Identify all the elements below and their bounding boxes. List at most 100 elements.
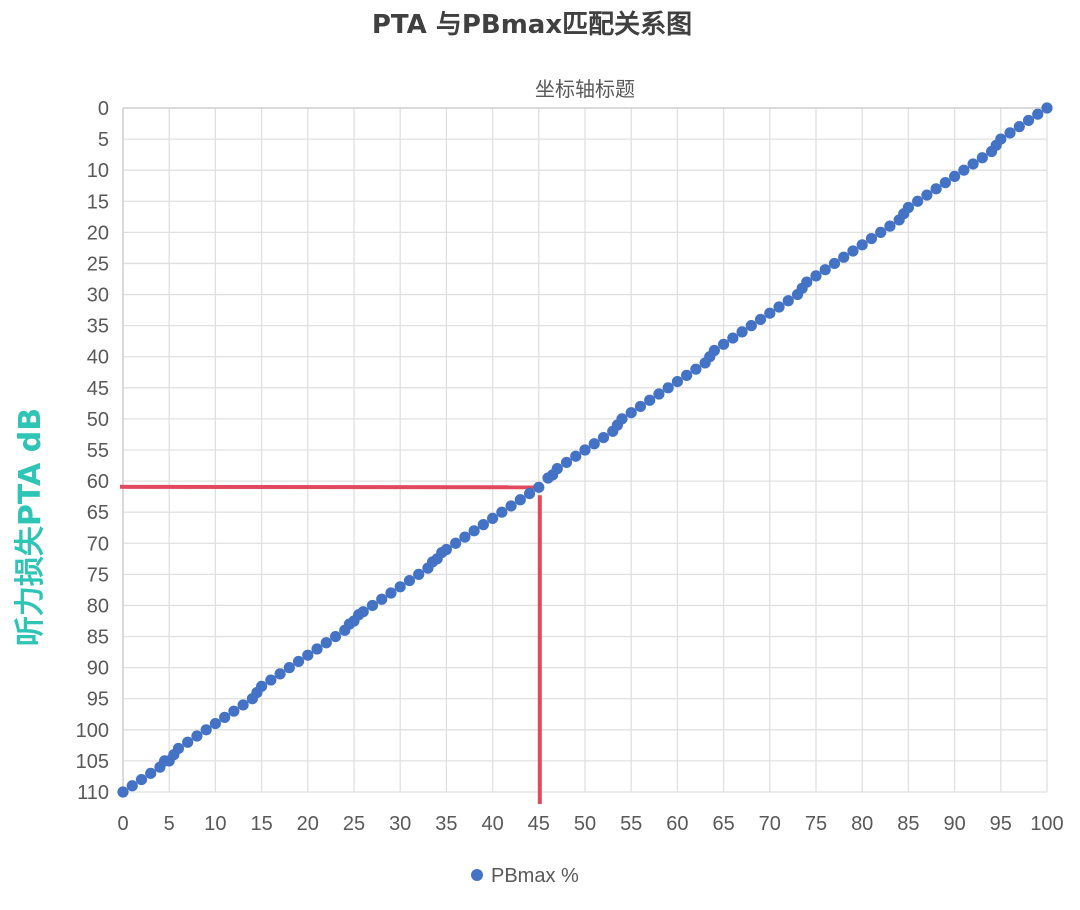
data-point: [671, 376, 684, 388]
x-tick-label: 20: [297, 813, 319, 835]
data-point: [450, 537, 462, 549]
data-point: [588, 438, 600, 450]
data-point: [1041, 102, 1053, 114]
data-point: [182, 736, 194, 748]
data-point: [912, 195, 924, 207]
x-tick-label: 100: [1030, 813, 1063, 835]
x-tick-label: 90: [943, 813, 965, 835]
data-point: [283, 662, 295, 674]
y-tick-label: 95: [87, 689, 109, 711]
data-point: [690, 363, 702, 375]
data-point: [505, 500, 517, 512]
data-point: [662, 382, 674, 394]
data-point: [875, 226, 887, 238]
x-tick-label: 95: [990, 813, 1012, 835]
data-point: [773, 301, 785, 313]
y-tick-label: 60: [87, 471, 109, 493]
data-point: [801, 276, 813, 288]
data-point: [616, 413, 628, 425]
chart-title: PTA 与PBmax匹配关系图: [372, 10, 692, 40]
x-tick-label: 10: [204, 813, 226, 835]
data-point: [579, 444, 591, 456]
legend-label: PBmax %: [491, 865, 579, 887]
data-point: [394, 581, 406, 593]
data-point: [653, 388, 665, 400]
y-tick-label: 30: [87, 285, 109, 307]
data-point: [995, 133, 1007, 145]
data-point: [523, 487, 536, 500]
data-point: [514, 494, 526, 506]
series-pbmax: [117, 102, 1053, 798]
data-point: [1013, 121, 1025, 133]
y-tick-labels: 0 5 10 15 20 25 30 35 40 45 50 55 60 65 70 75 80 85 90 95 10…: [76, 98, 109, 804]
data-point: [487, 512, 499, 525]
x-tick-label: 30: [389, 813, 411, 835]
horizontal-reference-line: [119, 484, 543, 490]
data-point: [958, 164, 970, 176]
data-point: [681, 369, 693, 381]
data-point: [1032, 108, 1044, 120]
data-point: [810, 270, 822, 282]
reference-lines: [119, 484, 543, 804]
data-point: [1022, 114, 1035, 127]
y-tick-label: 0: [98, 98, 109, 120]
x-tick-label: 25: [343, 813, 365, 835]
legend[interactable]: PBmax %: [471, 865, 579, 887]
data-point: [191, 730, 203, 742]
data-point: [302, 649, 314, 661]
data-point: [329, 630, 342, 643]
y-tick-label: 90: [87, 658, 109, 680]
data-point: [533, 481, 545, 493]
data-point: [459, 531, 471, 543]
y-tick-label: 25: [87, 253, 109, 275]
x-tick-label: 85: [897, 813, 919, 835]
data-point: [560, 456, 573, 469]
plot-frame: [122, 107, 1047, 792]
data-point: [644, 394, 656, 406]
x-tick-label: 75: [805, 813, 827, 835]
data-point: [292, 655, 305, 668]
data-point: [939, 177, 951, 189]
data-point: [597, 431, 610, 444]
y-tick-label: 10: [87, 160, 109, 182]
data-point: [949, 170, 961, 182]
data-point: [366, 599, 379, 612]
top-axis-title: 坐标轴标题: [535, 77, 635, 101]
y-tick-label: 5: [98, 129, 109, 151]
x-tick-label: 65: [712, 813, 734, 835]
data-point: [625, 407, 637, 419]
data-point: [496, 506, 508, 518]
data-point: [745, 320, 757, 332]
y-tick-label: 40: [87, 347, 109, 369]
data-point: [819, 264, 831, 276]
data-point: [1004, 127, 1016, 139]
data-point: [976, 152, 988, 164]
y-tick-label: 110: [77, 782, 109, 804]
data-point: [930, 183, 942, 195]
data-point: [172, 742, 185, 755]
y-axis-title: 听力损失PTA dB: [13, 408, 48, 646]
data-point: [403, 574, 416, 587]
x-tick-label: 55: [620, 813, 642, 835]
x-tick-labels: 0 5 10 15 20 25 30 35 40 45 50 55 60 65 70 75 80 85 90 95 10…: [117, 813, 1063, 835]
data-point: [884, 220, 896, 232]
data-point: [320, 637, 332, 649]
data-point: [413, 568, 425, 580]
x-tick-label: 45: [528, 813, 550, 835]
data-point: [764, 307, 776, 319]
data-point: [570, 450, 582, 462]
gridlines: [122, 107, 1048, 793]
y-tick-label: 85: [87, 627, 109, 649]
data-point: [145, 767, 157, 779]
data-point: [219, 711, 231, 723]
data-point: [357, 606, 369, 618]
data-point: [708, 344, 720, 357]
data-point: [838, 251, 850, 263]
y-tick-label: 80: [87, 595, 109, 617]
data-point: [718, 338, 730, 350]
x-tick-label: 0: [117, 813, 128, 835]
data-point: [256, 680, 268, 692]
data-point: [551, 463, 563, 475]
x-tick-label: 15: [250, 813, 272, 835]
